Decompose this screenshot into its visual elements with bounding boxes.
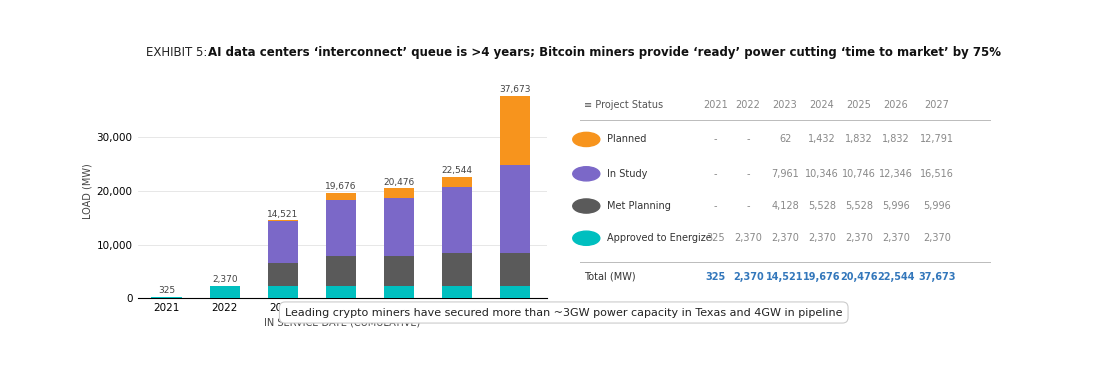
Text: 7,961: 7,961 bbox=[771, 169, 799, 179]
Text: 19,676: 19,676 bbox=[326, 182, 356, 191]
Bar bbox=[384, 198, 415, 256]
Text: -: - bbox=[714, 201, 717, 211]
Text: 2026: 2026 bbox=[883, 100, 909, 110]
Text: -: - bbox=[747, 201, 750, 211]
Circle shape bbox=[573, 199, 600, 213]
Text: 37,673: 37,673 bbox=[918, 272, 956, 282]
Text: 22,544: 22,544 bbox=[877, 272, 914, 282]
Text: Total (MW): Total (MW) bbox=[584, 272, 636, 282]
Bar bbox=[442, 177, 472, 187]
Text: 14,521: 14,521 bbox=[767, 272, 804, 282]
Bar bbox=[500, 286, 530, 298]
Text: -: - bbox=[714, 169, 717, 179]
Text: 5,996: 5,996 bbox=[882, 201, 910, 211]
Text: 4,128: 4,128 bbox=[771, 201, 799, 211]
Text: 1,432: 1,432 bbox=[808, 134, 836, 145]
Bar bbox=[384, 286, 415, 298]
Text: 2021: 2021 bbox=[703, 100, 728, 110]
X-axis label: IN SERVICE DATE (CUMULATIVE): IN SERVICE DATE (CUMULATIVE) bbox=[264, 317, 420, 327]
Text: 325: 325 bbox=[158, 286, 175, 295]
Text: 5,528: 5,528 bbox=[808, 201, 836, 211]
Text: 2027: 2027 bbox=[924, 100, 949, 110]
Text: 12,791: 12,791 bbox=[920, 134, 954, 145]
Text: 22,544: 22,544 bbox=[442, 167, 473, 175]
Bar bbox=[326, 200, 356, 256]
Text: 19,676: 19,676 bbox=[803, 272, 840, 282]
Text: 37,673: 37,673 bbox=[499, 85, 531, 94]
Text: -: - bbox=[714, 134, 717, 145]
Y-axis label: LOAD (MW): LOAD (MW) bbox=[82, 163, 92, 219]
Text: ≡ Project Status: ≡ Project Status bbox=[584, 100, 663, 110]
Text: 2,370: 2,370 bbox=[923, 233, 950, 243]
Text: 1,832: 1,832 bbox=[845, 134, 872, 145]
Text: In Study: In Study bbox=[607, 169, 647, 179]
Text: 2,370: 2,370 bbox=[212, 275, 238, 284]
Text: 325: 325 bbox=[706, 233, 725, 243]
Text: 5,528: 5,528 bbox=[845, 201, 872, 211]
Text: AI data centers ‘interconnect’ queue is >4 years; Bitcoin miners provide ‘ready’: AI data centers ‘interconnect’ queue is … bbox=[208, 46, 1001, 59]
Bar bbox=[267, 264, 298, 286]
Circle shape bbox=[573, 167, 600, 181]
Text: 2,370: 2,370 bbox=[733, 272, 763, 282]
Text: EXHIBIT 5:: EXHIBIT 5: bbox=[146, 46, 211, 59]
Text: 1,832: 1,832 bbox=[882, 134, 910, 145]
Text: 16,516: 16,516 bbox=[920, 169, 954, 179]
Text: 10,746: 10,746 bbox=[842, 169, 876, 179]
Text: 20,476: 20,476 bbox=[384, 178, 415, 186]
Text: 2,370: 2,370 bbox=[882, 233, 910, 243]
Circle shape bbox=[573, 132, 600, 146]
Text: 14,521: 14,521 bbox=[267, 210, 298, 218]
Bar bbox=[326, 286, 356, 298]
Bar bbox=[267, 286, 298, 298]
Text: Leading crypto miners have secured more than ~3GW power capacity in Texas and 4G: Leading crypto miners have secured more … bbox=[285, 308, 843, 317]
Bar bbox=[152, 297, 182, 298]
Text: 2022: 2022 bbox=[736, 100, 760, 110]
Bar bbox=[384, 256, 415, 286]
Text: -: - bbox=[747, 134, 750, 145]
Text: 2,370: 2,370 bbox=[808, 233, 836, 243]
Text: Planned: Planned bbox=[607, 134, 646, 145]
Text: Approved to Energize: Approved to Energize bbox=[607, 233, 712, 243]
Text: 5,996: 5,996 bbox=[923, 201, 950, 211]
Circle shape bbox=[573, 231, 600, 245]
Bar bbox=[500, 96, 530, 165]
Text: 325: 325 bbox=[705, 272, 726, 282]
Bar bbox=[500, 254, 530, 286]
Bar bbox=[442, 254, 472, 286]
Bar bbox=[500, 165, 530, 254]
Bar bbox=[384, 188, 415, 198]
Text: 2024: 2024 bbox=[810, 100, 834, 110]
Text: 2,370: 2,370 bbox=[845, 233, 872, 243]
Text: -: - bbox=[747, 169, 750, 179]
Text: 2,370: 2,370 bbox=[734, 233, 762, 243]
Text: 12,346: 12,346 bbox=[879, 169, 913, 179]
Text: 10,346: 10,346 bbox=[805, 169, 839, 179]
Text: 62: 62 bbox=[779, 134, 791, 145]
Text: 2023: 2023 bbox=[772, 100, 798, 110]
Text: 2,370: 2,370 bbox=[771, 233, 799, 243]
Text: 2025: 2025 bbox=[846, 100, 871, 110]
Bar bbox=[442, 286, 472, 298]
Bar bbox=[210, 286, 240, 298]
Text: 20,476: 20,476 bbox=[840, 272, 878, 282]
Bar bbox=[267, 221, 298, 264]
Text: Met Planning: Met Planning bbox=[607, 201, 671, 211]
Bar bbox=[326, 256, 356, 286]
Bar bbox=[326, 193, 356, 200]
Bar bbox=[442, 187, 472, 254]
